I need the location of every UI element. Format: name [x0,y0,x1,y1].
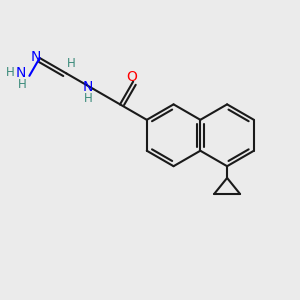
Text: N: N [83,80,93,94]
Text: N: N [15,67,26,80]
Text: N: N [31,50,41,64]
Text: H: H [84,92,92,105]
Text: H: H [6,66,15,80]
Text: H: H [67,57,76,70]
Text: O: O [126,70,137,84]
Text: H: H [18,78,26,91]
